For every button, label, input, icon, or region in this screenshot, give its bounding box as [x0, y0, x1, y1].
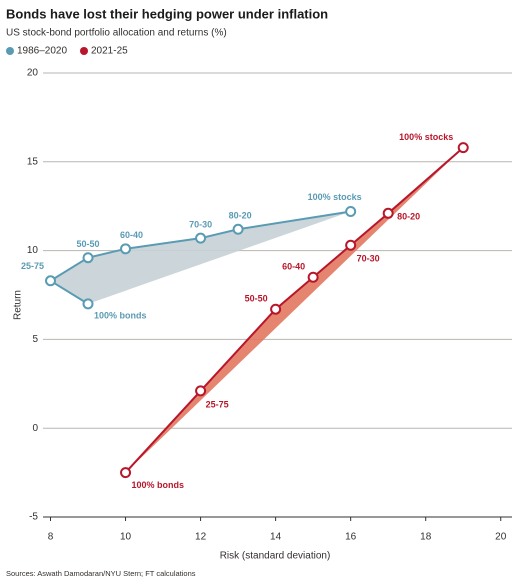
chart-subtitle: US stock-bond portfolio allocation and r… [6, 28, 227, 39]
point-label: 60-40 [120, 230, 143, 240]
point [120, 467, 132, 479]
y-tick-label: 20 [27, 68, 39, 79]
y-tick-label: -5 [29, 512, 38, 523]
legend-label: 2021-25 [91, 46, 128, 57]
point-label: 100% stocks [308, 192, 362, 202]
point [82, 252, 94, 264]
point [45, 275, 57, 287]
y-tick-label: 10 [27, 245, 39, 256]
x-tick-label: 16 [345, 532, 357, 543]
source: Sources: Aswath Damodaran/NYU Stern; FT … [6, 569, 196, 578]
point [345, 239, 357, 251]
legend-marker [80, 47, 88, 55]
x-tick-label: 8 [48, 532, 54, 543]
y-tick-label: 5 [32, 334, 38, 345]
point-label: 50-50 [77, 239, 100, 249]
point-label: 80-20 [397, 212, 420, 222]
point [195, 232, 207, 244]
chart-title: Bonds have lost their hedging power unde… [6, 6, 328, 21]
range-area [50, 211, 351, 304]
point [82, 298, 94, 310]
point-label: 60-40 [282, 262, 305, 272]
point [232, 223, 244, 235]
point-label: 100% bonds [94, 310, 147, 320]
point [195, 385, 207, 397]
y-tick-label: 15 [27, 156, 39, 167]
point [307, 271, 319, 283]
point-label: 100% bonds [132, 480, 185, 490]
point [457, 142, 469, 154]
x-tick-label: 12 [195, 532, 207, 543]
point-label: 25-75 [206, 399, 229, 409]
point-label: 25-75 [21, 261, 44, 271]
legend-marker [6, 47, 14, 55]
point-label: 70-30 [189, 220, 212, 230]
point [270, 303, 282, 315]
y-tick-label: 0 [32, 423, 38, 434]
point [120, 243, 132, 255]
point-label: 70-30 [357, 254, 380, 264]
point [345, 206, 357, 218]
x-tick-label: 14 [270, 532, 282, 543]
x-tick-label: 18 [420, 532, 432, 543]
legend-label: 1986–2020 [17, 46, 67, 57]
point-label: 50-50 [245, 294, 268, 304]
y-axis-label: Return [13, 290, 24, 320]
x-axis-label: Risk (standard deviation) [220, 551, 331, 562]
range-area [125, 147, 464, 473]
point [382, 207, 394, 219]
x-tick-label: 10 [120, 532, 132, 543]
point-label: 100% stocks [399, 132, 453, 142]
point-label: 80-20 [229, 211, 252, 221]
x-tick-label: 20 [495, 532, 507, 543]
